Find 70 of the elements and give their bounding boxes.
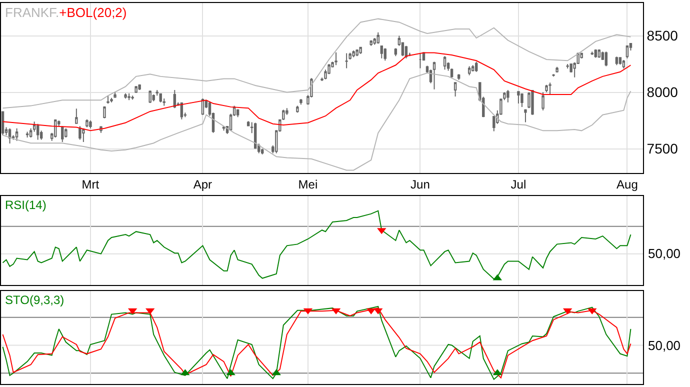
x-tick-label: Jun bbox=[410, 177, 430, 192]
x-tick-label: Jul bbox=[510, 177, 526, 192]
candlestick bbox=[394, 48, 398, 57]
candlestick bbox=[520, 92, 524, 108]
candlestick bbox=[376, 32, 380, 44]
x-tick-label: Mei bbox=[298, 177, 318, 192]
candlestick bbox=[359, 46, 362, 54]
candlestick bbox=[356, 48, 358, 57]
candlestick bbox=[590, 51, 594, 56]
candlestick bbox=[542, 92, 544, 111]
candlestick bbox=[300, 98, 302, 106]
candlestick bbox=[418, 52, 422, 69]
candlestick bbox=[475, 61, 478, 72]
candlestick bbox=[468, 66, 471, 76]
candlestick bbox=[148, 90, 152, 104]
candlestick bbox=[471, 64, 474, 72]
candlestick bbox=[152, 94, 155, 102]
candlestick bbox=[236, 108, 240, 118]
candlestick bbox=[618, 56, 622, 66]
candlestick bbox=[457, 74, 460, 80]
candlestick bbox=[548, 82, 552, 94]
candlestick bbox=[138, 84, 141, 90]
candlestick bbox=[454, 82, 457, 98]
candlestick bbox=[380, 45, 383, 59]
candlestick bbox=[173, 90, 176, 109]
x-tick-label: Aug bbox=[616, 177, 638, 192]
candlestick bbox=[134, 86, 138, 94]
candlestick bbox=[566, 64, 569, 70]
candlestick bbox=[443, 56, 446, 70]
candlestick bbox=[246, 120, 250, 127]
y-tick-label: 7500 bbox=[646, 140, 678, 157]
candlestick bbox=[552, 74, 555, 77]
candlestick bbox=[334, 52, 338, 66]
text: 50,00 bbox=[648, 338, 681, 353]
candlestick bbox=[604, 51, 608, 67]
candlestick bbox=[598, 48, 601, 58]
candlestick bbox=[594, 48, 597, 58]
candlestick bbox=[626, 44, 629, 59]
candlestick bbox=[531, 90, 534, 116]
candlestick bbox=[556, 66, 558, 73]
y-tick-label: 8500 bbox=[646, 28, 678, 44]
candlestick bbox=[615, 56, 618, 66]
x-tick-label: Mrt bbox=[82, 177, 100, 192]
candlestick bbox=[384, 48, 387, 62]
candlestick bbox=[545, 84, 548, 93]
candlestick bbox=[622, 60, 626, 70]
text: +BOL(20;2) bbox=[59, 5, 127, 20]
candlestick bbox=[524, 109, 527, 123]
candlestick bbox=[124, 92, 127, 99]
candlestick bbox=[352, 50, 355, 58]
candlestick bbox=[103, 106, 106, 119]
candlestick bbox=[89, 120, 92, 129]
x-tick-label: Apr bbox=[193, 177, 212, 192]
candlestick bbox=[296, 105, 299, 114]
candlestick bbox=[517, 90, 520, 104]
candlestick bbox=[114, 91, 116, 98]
candlestick bbox=[159, 92, 162, 103]
candlestick bbox=[110, 97, 113, 103]
chart-title: STO(9,3,3) bbox=[5, 293, 64, 307]
candlestick bbox=[162, 98, 166, 106]
text: 50,00 bbox=[648, 246, 681, 261]
y-tick-label: 8000 bbox=[646, 84, 678, 100]
chart-title: RSI(14) bbox=[5, 198, 46, 212]
candlestick bbox=[345, 52, 348, 69]
candlestick bbox=[432, 61, 436, 90]
candlestick bbox=[506, 90, 510, 103]
candlestick bbox=[128, 92, 130, 101]
candlestick bbox=[106, 95, 110, 104]
candlestick bbox=[370, 40, 372, 46]
candlestick bbox=[131, 95, 134, 100]
